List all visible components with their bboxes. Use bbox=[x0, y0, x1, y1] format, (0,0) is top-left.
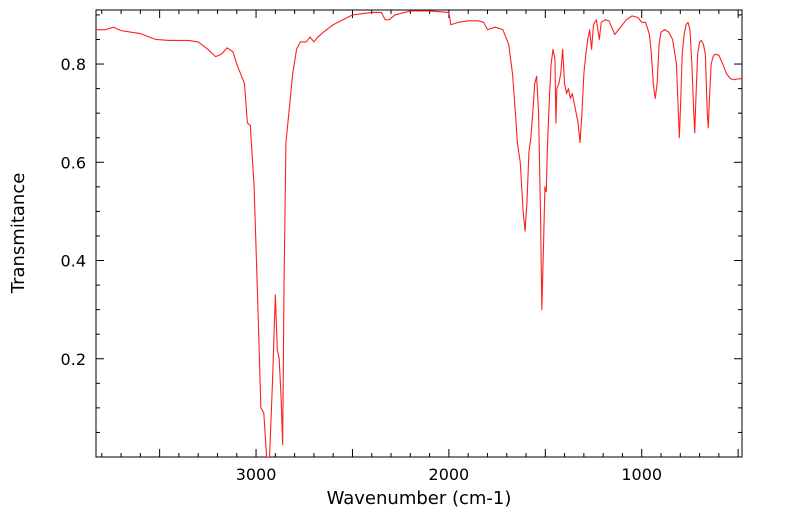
y-axis-title: Transmitance bbox=[8, 173, 29, 295]
plot-frame bbox=[95, 9, 743, 458]
x-tick-label: 3000 bbox=[236, 465, 277, 484]
axis-tick-labels: 3000 2000 1000 0.2 0.4 0.6 0.8 bbox=[61, 55, 663, 484]
spectrum-line bbox=[96, 10, 742, 457]
x-tick-label: 2000 bbox=[429, 465, 470, 484]
y-tick-label: 0.6 bbox=[61, 153, 86, 172]
y-tick-label: 0.4 bbox=[61, 252, 86, 271]
series-group bbox=[96, 10, 742, 457]
y-tick-label: 0.8 bbox=[61, 55, 86, 74]
y-tick-label: 0.2 bbox=[61, 350, 86, 369]
x-axis-title: Wavenumber (cm-1) bbox=[327, 488, 512, 509]
axis-ticks bbox=[96, 10, 742, 457]
x-tick-label: 1000 bbox=[621, 465, 662, 484]
